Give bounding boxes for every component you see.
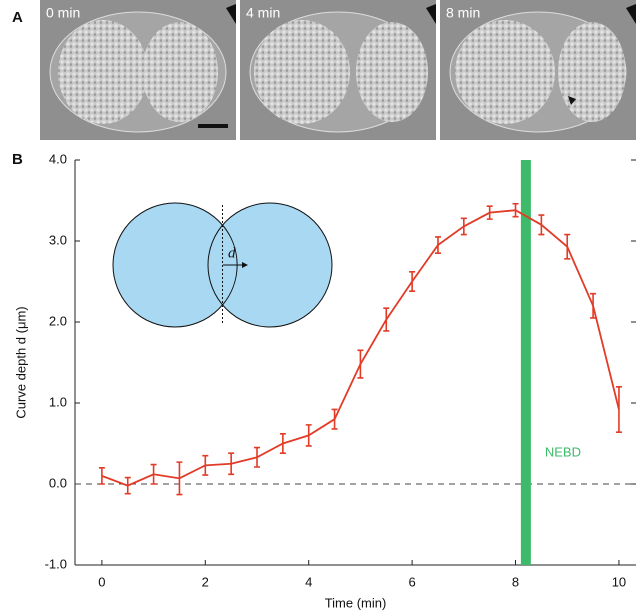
error-bar (486, 205, 493, 220)
error-bar (590, 292, 597, 319)
inset-label: d (228, 245, 236, 261)
panel-label: B (12, 151, 23, 168)
error-bar (98, 467, 105, 485)
frame-label: 8 min (446, 5, 480, 21)
y-tick-label: -1.0 (45, 556, 67, 571)
y-tick-label: 3.0 (49, 232, 67, 247)
error-bar (254, 446, 261, 468)
y-tick-label: 0.0 (49, 475, 67, 490)
error-bar (512, 202, 519, 218)
frame-label: 4 min (246, 5, 280, 21)
y-tick-label: 1.0 (49, 394, 67, 409)
error-bar (150, 463, 157, 485)
x-tick-label: 4 (305, 574, 312, 589)
y-tick-label: 2.0 (49, 313, 67, 328)
error-bar (460, 217, 467, 236)
error-bar (409, 270, 416, 293)
error-bar (564, 233, 571, 260)
inset-diagram (112, 202, 333, 328)
x-tick-label: 10 (612, 574, 626, 589)
event-band (520, 160, 531, 565)
error-bar (357, 349, 364, 379)
error-bar (279, 432, 286, 455)
error-bar (228, 452, 235, 476)
error-bar (383, 307, 390, 332)
frame-label: 0 min (46, 5, 80, 21)
error-bar (538, 214, 545, 236)
error-bar (176, 461, 183, 496)
x-tick-label: 6 (408, 574, 415, 589)
micrograph (440, 0, 636, 140)
y-axis-label: Curve depth d (μm) (13, 306, 28, 418)
error-bar (202, 454, 209, 476)
panel-label: A (12, 9, 23, 26)
x-tick-label: 2 (202, 574, 209, 589)
x-tick-label: 8 (512, 574, 519, 589)
error-bar (124, 476, 131, 495)
x-axis-label: Time (min) (325, 595, 387, 610)
error-bar (615, 386, 622, 433)
x-tick-label: 0 (98, 574, 105, 589)
error-bar (305, 424, 312, 447)
micrograph (240, 0, 436, 140)
event-label: NEBD (545, 445, 581, 460)
y-tick-label: 4.0 (49, 151, 67, 166)
error-bar (434, 236, 441, 254)
micrograph (40, 0, 236, 140)
error-bar (331, 408, 338, 430)
